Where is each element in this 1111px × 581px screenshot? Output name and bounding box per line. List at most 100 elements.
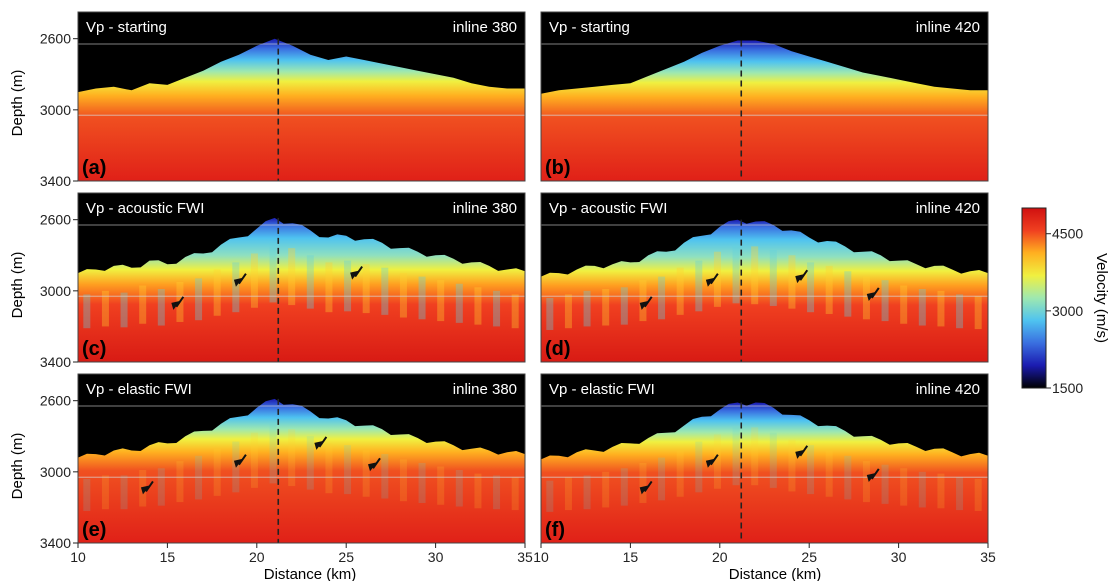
velocity-streak xyxy=(120,475,128,510)
velocity-streak xyxy=(83,478,91,511)
annotation-arrow xyxy=(368,457,381,472)
panel-e: Vp - elastic FWI inline 380 (e) 2600 3000 340… xyxy=(40,373,533,565)
velocity-streak xyxy=(788,255,796,309)
velocity-streak xyxy=(788,439,796,492)
x-tick-label: 10 xyxy=(533,549,549,565)
velocity-streak xyxy=(658,457,666,501)
velocity-streak xyxy=(474,473,482,509)
panel-frame xyxy=(540,192,989,363)
velocity-streak xyxy=(157,468,165,506)
velocity-streak xyxy=(732,427,740,486)
velocity-streak xyxy=(232,262,240,313)
x-tick-label: 15 xyxy=(623,549,639,565)
velocity-streak xyxy=(807,262,815,313)
velocity-streak xyxy=(639,280,647,322)
velocity-streak xyxy=(713,251,721,307)
velocity-streak xyxy=(288,248,296,306)
annotation-arrow xyxy=(171,296,185,310)
panel-letter: (b) xyxy=(545,157,571,179)
annotation-arrow xyxy=(866,468,880,482)
velocity-streak xyxy=(362,264,370,314)
colorbar-tick-label: 1500 xyxy=(1052,380,1083,396)
velocity-streak xyxy=(695,260,703,312)
velocity-streak xyxy=(474,287,482,325)
panel-frame xyxy=(540,373,989,544)
x-tick-label: 30 xyxy=(891,549,907,565)
velocity-streak xyxy=(639,462,647,503)
x-tick-label: 25 xyxy=(801,549,817,565)
y-tick-label: 2600 xyxy=(40,393,71,409)
panel-d: Vp - acoustic FWI inline 420 (d) xyxy=(540,192,989,363)
velocity-streak xyxy=(437,466,445,505)
velocity-streak xyxy=(269,423,277,484)
annotation-arrow xyxy=(233,273,247,287)
velocity-streak xyxy=(493,290,501,327)
y-axis-label-row1: Depth (m) xyxy=(9,70,26,137)
velocity-streak xyxy=(695,441,703,493)
annotation-arrow xyxy=(140,480,154,495)
velocity-streak xyxy=(511,477,519,511)
velocity-streak xyxy=(937,473,945,509)
annotation-arrow xyxy=(705,273,719,287)
velocity-streak xyxy=(676,267,684,315)
velocity-streak xyxy=(583,290,591,327)
panel-title: Vp - elastic FWI xyxy=(86,381,192,398)
velocity-streak xyxy=(157,289,165,326)
velocity-streak xyxy=(139,285,147,324)
panel-inline-label: inline 420 xyxy=(916,19,980,36)
y-tick-label: 3000 xyxy=(40,102,71,118)
velocity-streak xyxy=(101,475,109,510)
panel-letter: (d) xyxy=(545,338,571,360)
colorbar-label: Velocity (m/s) xyxy=(1093,253,1110,343)
velocity-streak xyxy=(807,445,815,495)
velocity-streak xyxy=(620,287,628,325)
velocity-streak xyxy=(620,468,628,506)
velocity-streak xyxy=(844,271,852,317)
velocity-streak xyxy=(676,450,684,497)
annotation-arrow xyxy=(795,445,809,459)
velocity-streak xyxy=(418,276,426,320)
velocity-streak xyxy=(546,297,554,330)
y-tick-label: 3400 xyxy=(40,354,71,370)
velocity-field xyxy=(541,402,988,543)
panels-group: Vp - starting inline 380(a)260030003400Vp… xyxy=(40,11,996,565)
velocity-streak xyxy=(564,294,572,329)
annotation-arrow xyxy=(314,436,328,450)
velocity-streak xyxy=(583,475,591,510)
velocity-streak xyxy=(713,434,721,489)
velocity-streak xyxy=(751,427,759,486)
velocity-streak xyxy=(381,267,389,315)
annotation-arrow xyxy=(233,454,247,468)
panel-title: Vp - acoustic FWI xyxy=(549,200,667,217)
velocity-streak xyxy=(344,445,352,495)
velocity-streak xyxy=(493,475,501,510)
velocity-streak xyxy=(918,289,926,326)
x-tick-label: 10 xyxy=(70,549,86,565)
colorbar: Velocity (m/s) 1500 3000 4500 xyxy=(1021,207,1110,396)
y-axis-label-row2: Depth (m) xyxy=(9,252,26,319)
velocity-streak xyxy=(751,246,759,305)
velocity-streak xyxy=(769,249,777,306)
velocity-field xyxy=(541,219,988,362)
annotation-arrow xyxy=(795,269,809,284)
panel-letter: (c) xyxy=(82,338,106,360)
velocity-streak xyxy=(862,461,870,503)
x-axis-label-left: Distance (km) xyxy=(264,566,357,581)
colorbar-gradient xyxy=(1021,207,1047,389)
panel-inline-label: inline 380 xyxy=(453,200,517,217)
velocity-streak xyxy=(269,242,277,303)
panel-title: Vp - starting xyxy=(86,19,167,36)
annotation-arrow xyxy=(639,296,653,310)
velocity-streak xyxy=(862,276,870,320)
y-tick-label: 2600 xyxy=(40,31,71,47)
velocity-streak xyxy=(213,269,221,316)
velocity-streak xyxy=(418,462,426,503)
velocity-streak xyxy=(325,443,333,494)
annotation-arrow xyxy=(350,266,363,280)
panel-frame xyxy=(77,11,526,182)
panel-c: Vp - acoustic FWI inline 380 (c) 2600 3000 34… xyxy=(40,192,526,370)
velocity-field xyxy=(78,398,525,543)
panel-letter: (f) xyxy=(545,519,565,541)
panel-a: Vp - starting inline 380 (a) 2600 3000 3400 xyxy=(40,11,526,189)
